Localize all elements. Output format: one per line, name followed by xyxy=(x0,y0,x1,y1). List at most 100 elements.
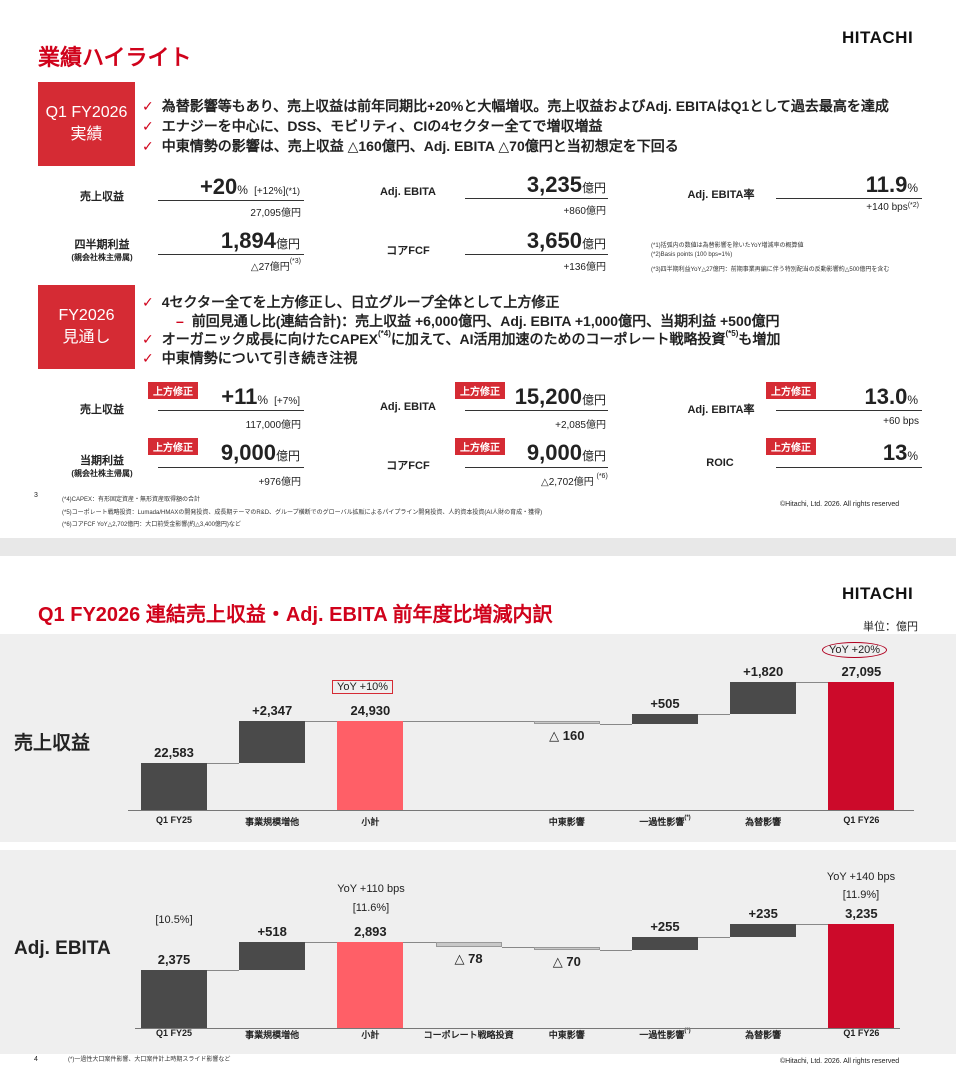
kpi-number: +20 xyxy=(199,174,238,199)
chart-value-label: 2,375 xyxy=(157,952,191,968)
kpi-unit: % xyxy=(237,183,248,197)
hitachi-logo: HITACHI xyxy=(842,584,914,603)
check-icon: ✓ xyxy=(142,138,154,154)
fy-sub-net-income: +976億円 xyxy=(258,477,301,488)
q1-bullet: ✓ 為替影響等もあり、売上収益は前年同期比+20%と大幅増収。売上収益およびAdj… xyxy=(142,96,889,116)
kpi-number: 3,650 xyxy=(526,228,582,253)
chart-category-label: 一過性影響(*) xyxy=(639,1028,691,1040)
ebita-waterfall-chart: 2,375 Q1 FY25 +518 事業規模増他 2,893 小計 △ 78 コーポレート戦… xyxy=(0,556,956,1066)
upward-revision-tag: 上方修正 xyxy=(766,382,816,399)
q1-note: (*3)四半期利益YoY△27億円：前期事業再編に伴う特別配当の反動影響約△50… xyxy=(651,267,890,273)
revenue-value-label: +2,347 xyxy=(252,702,293,718)
chart-category-label: 中東影響 xyxy=(548,1030,585,1040)
upward-revision-tag: 上方修正 xyxy=(766,438,816,455)
kpi-label-text: 当期利益 xyxy=(80,455,124,467)
kpi-value: 1,894億円 xyxy=(221,228,300,254)
fy-sub-core-fcf: △2,702億円 (*6) xyxy=(465,473,623,488)
kpi-unit: % xyxy=(257,393,269,407)
fy-bullet-text: に加えて、AI活用加速のためのコーポレート戦略投資 xyxy=(390,331,726,347)
kpi-value: 13.0% xyxy=(865,384,919,410)
fy-forecast-box: FY2026 見通し xyxy=(38,285,135,369)
chart-connector xyxy=(698,936,731,938)
upward-revision-tag: 上方修正 xyxy=(148,382,198,399)
copyright: ©Hitachi, Ltd. 2026. All rights reserved xyxy=(780,1058,900,1065)
revenue-connector xyxy=(305,720,338,722)
kpi-sub-ebita-rate: +140 bps(*2) xyxy=(776,202,919,213)
revenue-category-label: 為替影響 xyxy=(745,817,782,827)
kpi-value: 9,000億円 xyxy=(221,440,300,466)
ebita-rate-subtotal: [11.6%] xyxy=(352,902,390,914)
q1-results-box: Q1 FY2026 実績 xyxy=(38,82,135,166)
fy-sub-ebita-rate: +60 bps xyxy=(883,416,919,427)
footnote: (*)一過性大口案件影響、大口案件計上時期スライド影響など xyxy=(68,1057,231,1063)
chart-bar-1-3 xyxy=(435,942,502,947)
ebita-rate-base: [10.5%] xyxy=(155,914,193,926)
chart-bar-1-1 xyxy=(239,942,306,971)
chart-value-label: +255 xyxy=(650,918,680,934)
kpi-label-revenue: 売上収益 xyxy=(80,191,124,203)
kpi-label-ebita: Adj. EBITA xyxy=(379,186,436,198)
revenue-category-label: 中東影響 xyxy=(548,817,585,827)
category-footnote-mark: (*) xyxy=(684,815,691,821)
kpi-value: 15,200億円 xyxy=(515,384,606,410)
revenue-connector xyxy=(599,723,632,725)
kpi-value: 3,650億円 xyxy=(527,228,606,254)
upward-revision-tag: 上方修正 xyxy=(455,382,505,399)
revenue-row-label: 売上収益 xyxy=(14,733,91,754)
kpi-unit: 億円 xyxy=(581,449,606,463)
page-number: 3 xyxy=(34,492,38,499)
fy-label-ebita: Adj. EBITA xyxy=(379,401,436,413)
page-title: 業績ハイライト xyxy=(38,45,192,70)
revenue-category-label: Q1 FY26 xyxy=(843,815,880,825)
footnote: (*4)CAPEX：有形固定資産・無形資産取得額の合計 xyxy=(62,497,201,503)
revenue-category-label: Q1 FY25 xyxy=(155,815,193,825)
ebita-yoy-subtotal: YoY +110 bps xyxy=(337,883,405,895)
fy-label-revenue: 売上収益 xyxy=(80,404,124,416)
kpi-number: 13 xyxy=(882,440,908,465)
kpi-number: 3,235 xyxy=(526,172,582,197)
yoy-total-oval: YoY +20% xyxy=(822,642,888,658)
kpi-ebita: 3,235億円 xyxy=(465,172,608,199)
kpi-unit: % xyxy=(907,449,918,463)
chart-value-label: △ 78 xyxy=(454,950,483,966)
kpi-number: +11 xyxy=(221,384,258,409)
revenue-connector xyxy=(207,763,240,765)
chart-category-label: Q1 FY25 xyxy=(155,1028,193,1038)
kpi-unit: 億円 xyxy=(275,449,300,463)
fy-kpi-core-fcf: 9,000億円 xyxy=(465,440,608,468)
kpi-sub-text: △27億円 xyxy=(250,262,290,273)
footnote: (*6)コアFCF YoY△2,702億円：大口前受金影響(約△3,400億円)… xyxy=(62,522,241,528)
kpi-value: 3,235億円 xyxy=(527,172,606,198)
kpi-number: 11.9 xyxy=(865,172,908,197)
fy-box-line1: FY2026 xyxy=(58,307,115,324)
q1-bullet: ✓ エナジーを中心に、DSS、モビリティ、CIの4セクター全てで増収増益 xyxy=(142,116,603,136)
fy-bullet-text: 4セクター全てを上方修正し、日立グループ全体として上方修正 xyxy=(161,294,560,310)
fy-label-net-income: 当期利益 (親会社株主帰属) xyxy=(60,452,144,479)
fy-bullet-text: オーガニック成長に向けたCAPEX xyxy=(161,331,378,347)
revenue-bar-1 xyxy=(239,720,306,764)
kpi-unit: 億円 xyxy=(275,237,300,251)
q1-note: (*1)括弧内の数値は為替影響を除いたYoY増減率の概算値 xyxy=(651,243,804,249)
fy-bullet: ✓ 中東情勢について引き続き注視 xyxy=(142,348,357,368)
hitachi-logo: HITACHI xyxy=(842,28,914,47)
q1-bullet: ✓ 中東情勢の影響は、売上収益 △160億円、Adj. EBITA △70億円と当… xyxy=(142,136,679,156)
kpi-number: 1,894 xyxy=(220,228,276,253)
chart-connector xyxy=(403,942,436,944)
fy-kpi-ebita: 15,200億円 xyxy=(465,384,608,411)
kpi-sub-note: (*2) xyxy=(907,202,919,209)
revenue-category-label: 小計 xyxy=(361,817,380,827)
revenue-value-label: +1,820 xyxy=(743,663,784,679)
fy-sub-ebita: +2,085億円 xyxy=(555,420,606,431)
chart-baseline xyxy=(135,1028,901,1029)
revenue-connector xyxy=(796,681,829,683)
kpi-sub-core-fcf: +136億円 xyxy=(563,262,606,273)
revenue-value-label: +505 xyxy=(650,696,680,712)
revenue-bar-3 xyxy=(533,720,600,724)
q1-box-line2: 実績 xyxy=(70,126,103,143)
kpi-unit: % xyxy=(907,181,918,195)
check-icon: ✓ xyxy=(142,331,154,347)
chart-bar-1-2 xyxy=(337,942,404,1028)
chart-connector xyxy=(599,950,632,952)
revenue-bar-4 xyxy=(632,714,698,724)
revenue-bar-6 xyxy=(828,681,895,810)
